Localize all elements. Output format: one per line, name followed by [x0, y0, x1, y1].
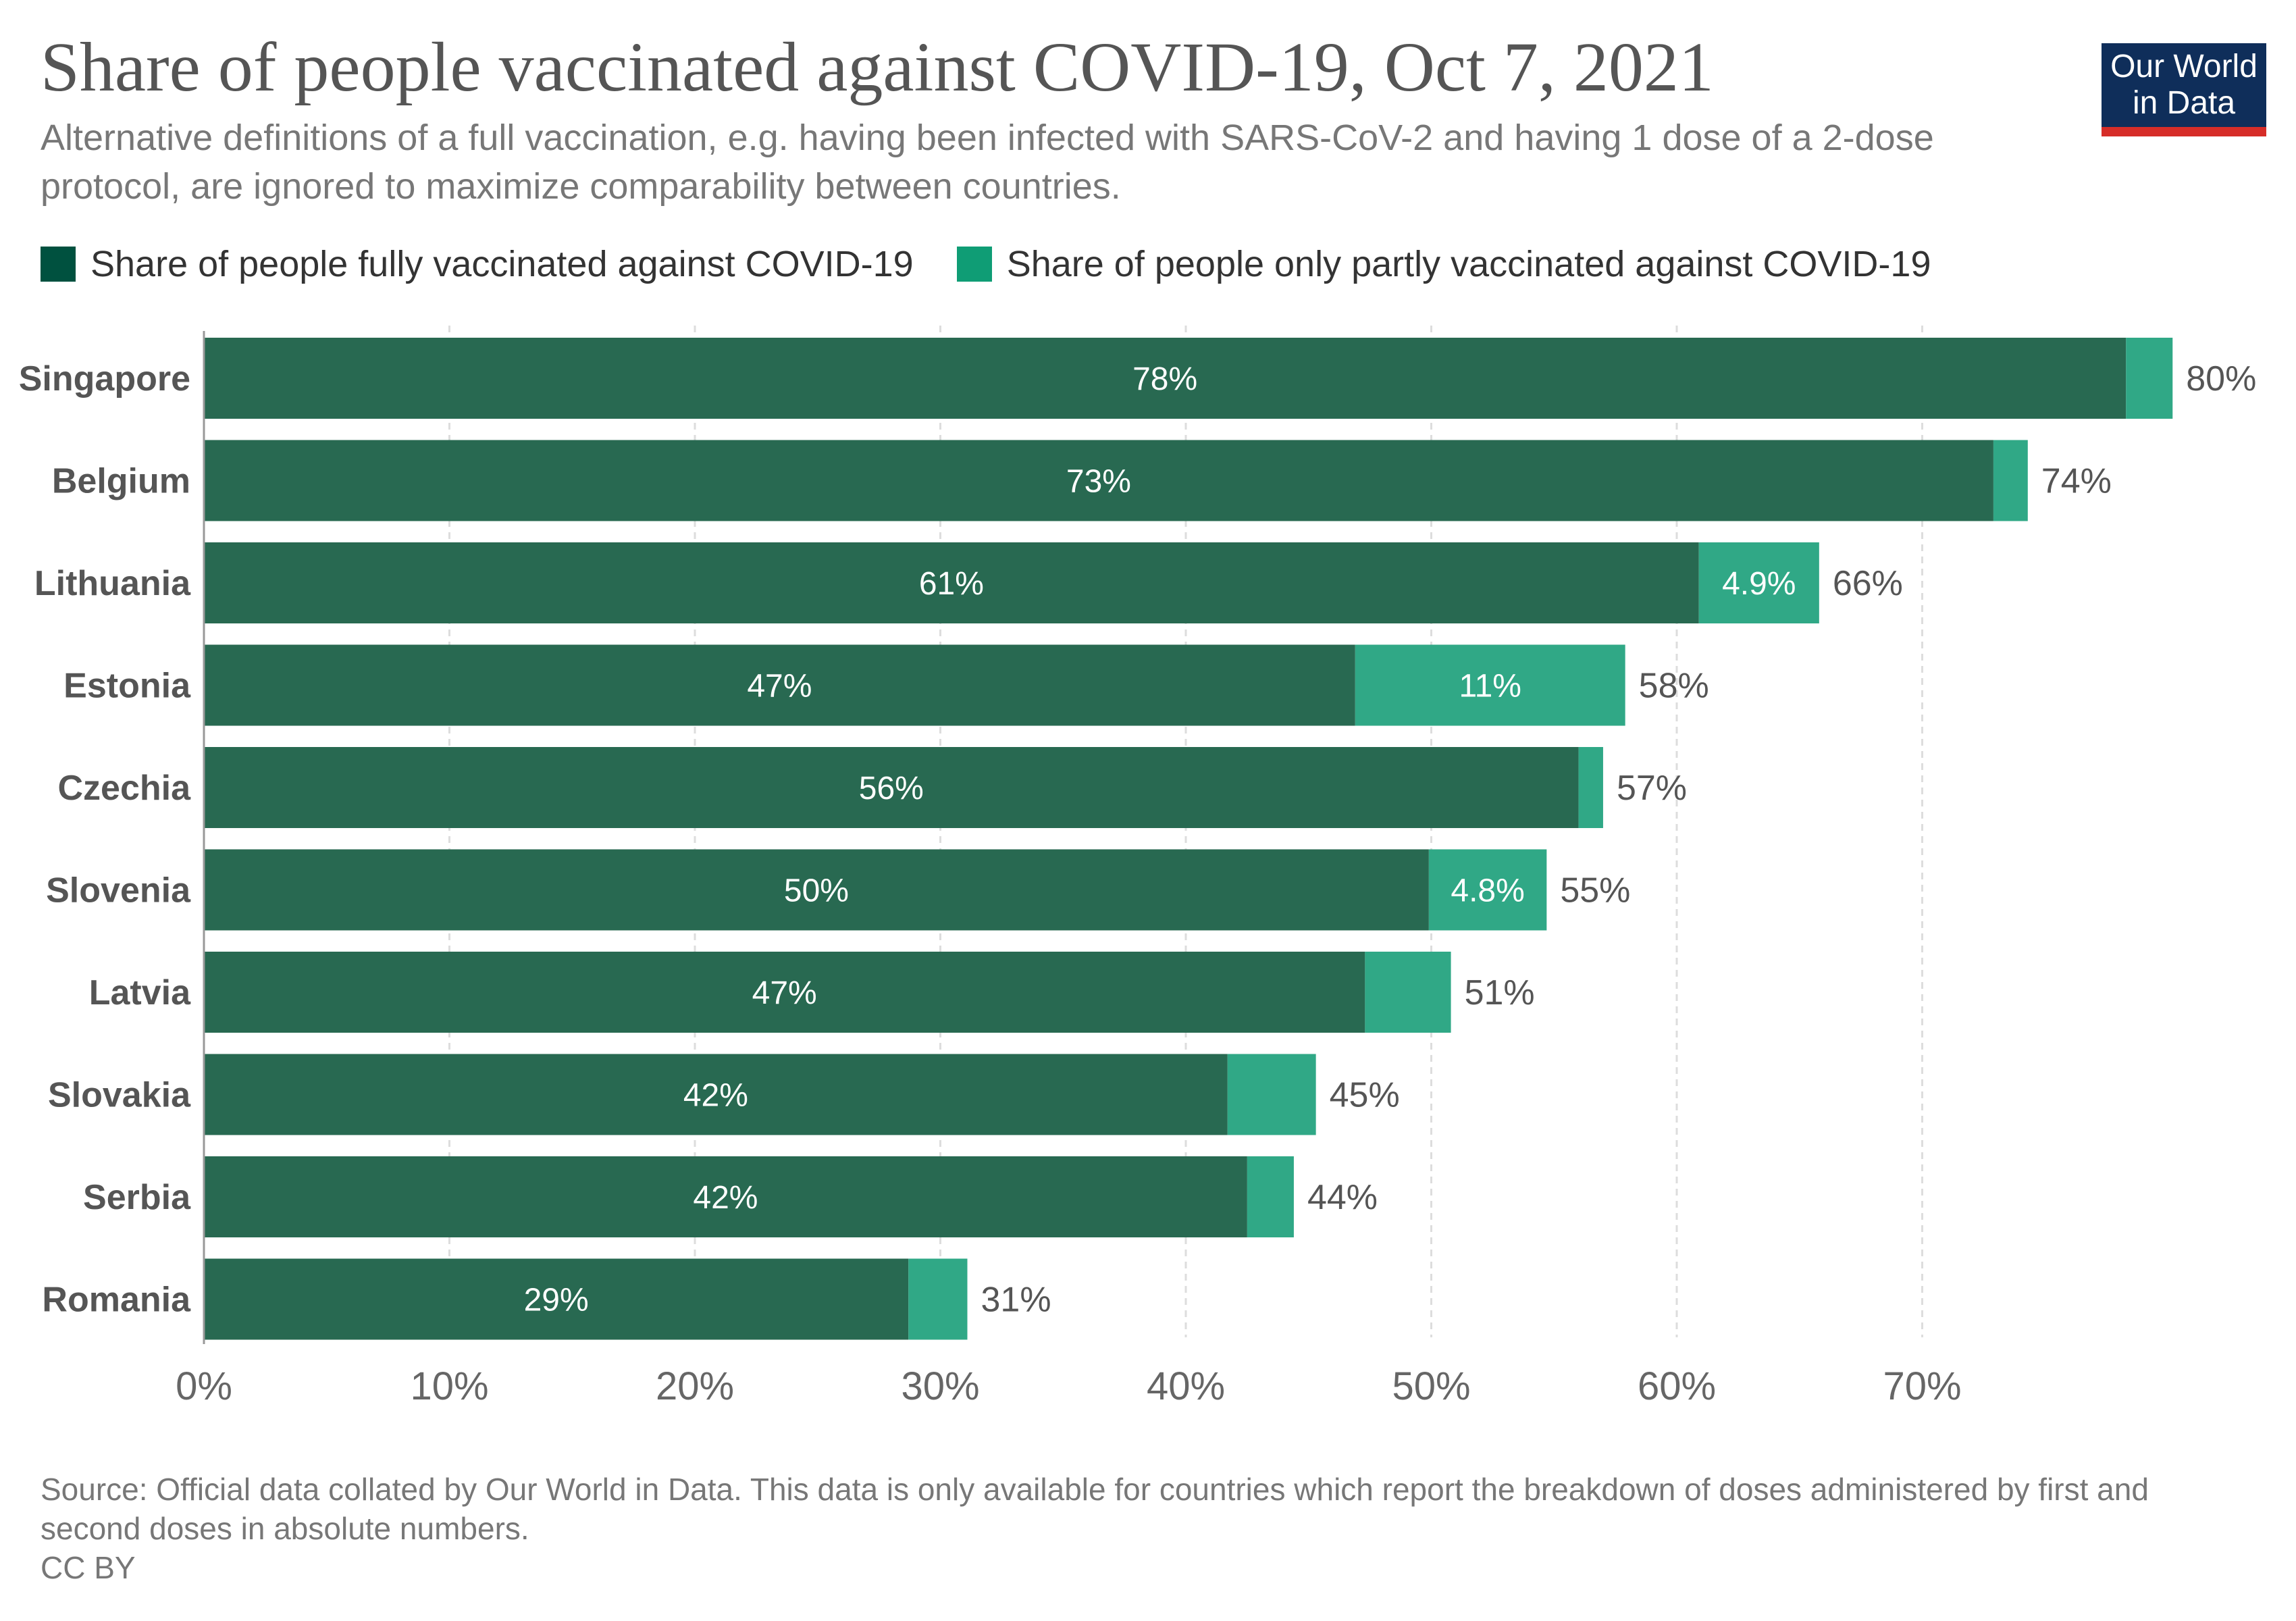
total-value-label: 45%: [1330, 1076, 1400, 1115]
category-label: Czechia: [57, 769, 191, 808]
total-value-label: 51%: [1465, 973, 1535, 1012]
chart-subtitle: Alternative definitions of a full vaccin…: [41, 118, 1934, 207]
bar-value-label: 73%: [1066, 464, 1131, 500]
total-value-label: 31%: [981, 1281, 1051, 1320]
bar-value-label: 78%: [1132, 361, 1197, 397]
bar-fully-vaccinated[interactable]: [204, 747, 1579, 828]
bar-partly-vaccinated[interactable]: [1227, 1054, 1316, 1135]
chart-title: Share of people vaccinated against COVID…: [41, 28, 1714, 106]
x-tick-label: 30%: [901, 1364, 979, 1408]
x-tick-label: 60%: [1638, 1364, 1716, 1408]
legend-item-fully[interactable]: Share of people fully vaccinated against…: [41, 243, 914, 285]
owid-logo[interactable]: Our World in Data: [2102, 43, 2266, 136]
bar-fully-vaccinated[interactable]: [204, 1054, 1228, 1135]
bar-value-label: 4.9%: [1722, 566, 1796, 602]
category-label: Romania: [42, 1281, 191, 1320]
x-tick-label: 50%: [1392, 1364, 1470, 1408]
legend: Share of people fully vaccinated against…: [41, 243, 1974, 285]
bar-partly-vaccinated[interactable]: [908, 1258, 968, 1340]
total-value-label: 80%: [2186, 359, 2256, 398]
bar-partly-vaccinated[interactable]: [1247, 1156, 1294, 1237]
bar-partly-vaccinated[interactable]: [1428, 849, 1547, 931]
legend-swatch-fully: [41, 247, 76, 282]
bar-chart: 0% 10% 20% 30% 40% 50% 60% 70% Singapore 78% 80% Be…: [19, 326, 2256, 1408]
bar-fully-vaccinated[interactable]: [204, 952, 1365, 1033]
total-value-label: 74%: [2041, 462, 2112, 501]
legend-label-fully: Share of people fully vaccinated against…: [90, 244, 914, 284]
category-label: Latvia: [89, 973, 191, 1012]
total-value-label: 66%: [1833, 564, 1903, 603]
total-value-label: 44%: [1307, 1178, 1378, 1217]
total-value-label: 55%: [1560, 871, 1630, 910]
x-tick-label: 0%: [176, 1364, 232, 1408]
legend-swatch-partly: [956, 247, 992, 282]
bar-fully-vaccinated[interactable]: [204, 542, 1699, 623]
category-label: Serbia: [83, 1178, 191, 1217]
x-tick-label: 70%: [1883, 1364, 1961, 1408]
logo-line-1: Our World: [2110, 49, 2258, 84]
total-value-label: 57%: [1617, 769, 1687, 808]
category-label: Lithuania: [34, 564, 191, 603]
bar-value-label: 61%: [919, 566, 984, 602]
legend-label-partly: Share of people only partly vaccinated a…: [1006, 244, 1931, 284]
bar-partly-vaccinated[interactable]: [1355, 644, 1625, 726]
source-note: Source: Official data collated by Our Wo…: [41, 1472, 2149, 1546]
bar-value-label: 56%: [859, 771, 924, 806]
bar-partly-vaccinated[interactable]: [1578, 747, 1603, 828]
bar-fully-vaccinated[interactable]: [204, 1258, 909, 1340]
x-tick-label: 20%: [656, 1364, 734, 1408]
bar-partly-vaccinated[interactable]: [1365, 952, 1451, 1033]
total-value-label: 58%: [1639, 667, 1709, 706]
bar-fully-vaccinated[interactable]: [204, 644, 1355, 726]
legend-item-partly[interactable]: Share of people only partly vaccinated a…: [956, 243, 1931, 285]
logo-line-2: in Data: [2132, 85, 2236, 121]
bar-fully-vaccinated[interactable]: [204, 849, 1429, 931]
bar-value-label: 29%: [524, 1283, 589, 1318]
bar-value-label: 42%: [683, 1078, 748, 1114]
bar-partly-vaccinated[interactable]: [1993, 440, 2028, 521]
category-label: Singapore: [19, 359, 190, 398]
bar-value-label: 47%: [752, 975, 817, 1011]
bar-value-label: 47%: [747, 669, 812, 704]
footer: Source: Official data collated by Our Wo…: [41, 1470, 2242, 1587]
bar-value-label: 50%: [784, 873, 849, 909]
x-tick-label: 40%: [1147, 1364, 1225, 1408]
bar-fully-vaccinated[interactable]: [204, 1156, 1247, 1237]
bar-fully-vaccinated[interactable]: [204, 440, 1993, 521]
bar-fully-vaccinated[interactable]: [204, 338, 2127, 419]
bar-value-label: 11%: [1459, 669, 1521, 704]
bar-partly-vaccinated[interactable]: [1698, 542, 1819, 623]
category-label: Slovenia: [46, 871, 191, 910]
category-label: Estonia: [63, 667, 191, 706]
license-note: CC BY: [41, 1550, 136, 1585]
bar-partly-vaccinated[interactable]: [2126, 338, 2173, 419]
category-label: Slovakia: [48, 1076, 191, 1115]
bar-value-label: 42%: [693, 1180, 758, 1216]
bar-value-label: 4.8%: [1451, 873, 1524, 909]
category-label: Belgium: [52, 462, 190, 501]
x-tick-label: 10%: [410, 1364, 488, 1408]
